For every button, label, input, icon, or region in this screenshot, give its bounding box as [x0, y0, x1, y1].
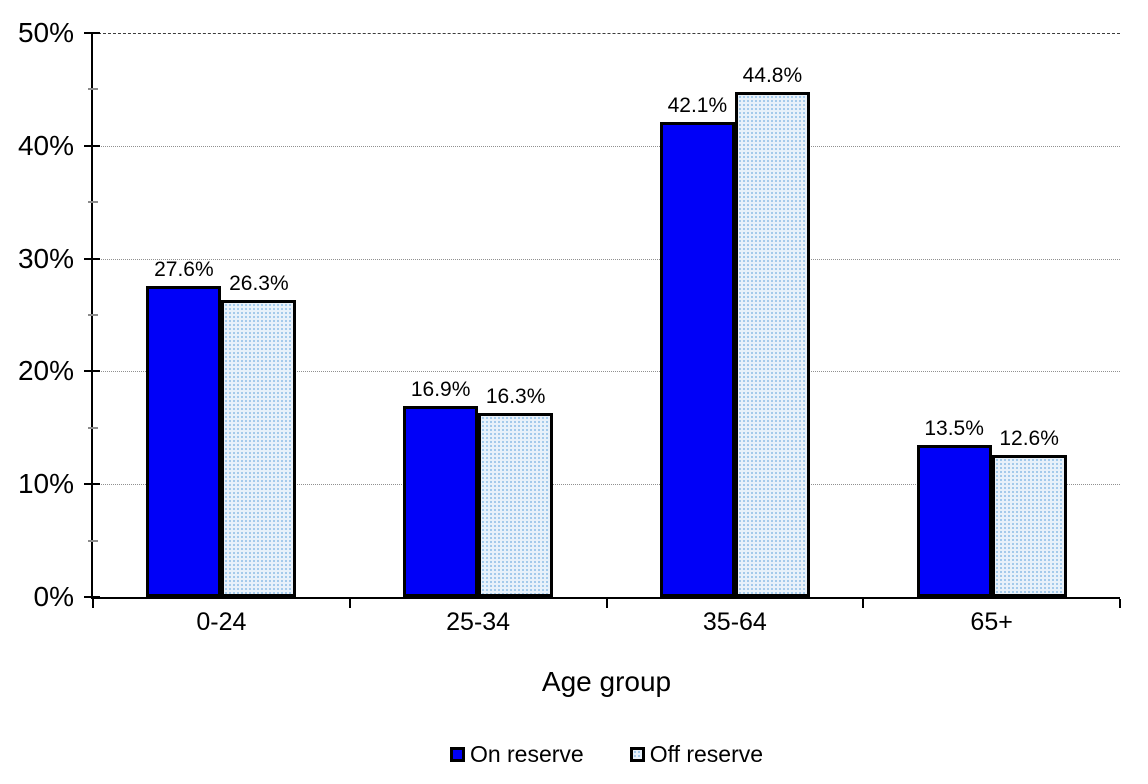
legend-label: Off reserve	[649, 741, 764, 767]
x-axis-tick	[348, 599, 351, 608]
x-axis-tick	[605, 599, 608, 608]
x-axis-tick	[92, 599, 94, 608]
bar-value-label: 27.6%	[154, 257, 214, 281]
y-axis-minor-tick	[88, 88, 98, 91]
y-tick-label: 10%	[17, 468, 74, 500]
legend: On reserve Off reserve	[93, 741, 1120, 768]
legend-label: On reserve	[469, 741, 584, 767]
legend-swatch	[629, 747, 645, 762]
y-axis-labels: 0% 10% 20% 30% 40% 50%	[0, 0, 78, 784]
plot-area: 27.6% 26.3% 16.9% 16.3% 42.1% 44.8% 13.5% 12.6%	[84, 32, 1121, 608]
y-axis-major-tick	[84, 32, 100, 34]
y-tick-label: 40%	[17, 129, 74, 161]
x-category-label: 35-64	[702, 608, 767, 636]
gridline	[93, 33, 1120, 34]
gridline	[93, 484, 1120, 486]
x-axis-title: Age group	[541, 666, 672, 697]
y-axis-major-tick	[84, 370, 100, 373]
bar-off-reserve	[991, 454, 1067, 597]
x-axis-labels: 0-24 25-34 35-64 65+	[93, 608, 1120, 642]
bar-value-label: 44.8%	[742, 63, 803, 87]
y-tick-label: 30%	[17, 242, 74, 274]
bar-on-reserve	[146, 285, 222, 597]
y-axis-major-tick	[84, 483, 100, 486]
x-axis-tick	[862, 599, 865, 608]
bar-off-reserve	[478, 413, 554, 597]
y-tick-label: 0%	[33, 581, 74, 612]
bar-value-label: 26.3%	[229, 272, 289, 296]
y-axis-major-tick	[84, 144, 100, 147]
bar-off-reserve	[734, 91, 810, 597]
bar-on-reserve	[916, 444, 992, 597]
legend-item: Off reserve	[629, 741, 764, 768]
y-axis-major-tick	[84, 596, 100, 598]
legend-item: On reserve	[449, 741, 584, 768]
legend-swatch	[449, 747, 465, 762]
y-tick-label: 50%	[17, 17, 74, 48]
y-axis-major-tick	[84, 257, 100, 260]
bar-value-label: 42.1%	[667, 94, 728, 118]
x-category-label: 25-34	[446, 608, 511, 636]
bar-value-label: 16.9%	[410, 378, 471, 402]
y-axis-minor-tick	[88, 539, 98, 542]
x-category-label: 65+	[970, 608, 1013, 636]
y-axis-minor-tick	[88, 314, 98, 316]
bar-on-reserve	[659, 122, 735, 597]
bar-on-reserve	[403, 406, 479, 597]
bar-value-label: 13.5%	[924, 416, 984, 440]
bar-value-label: 16.3%	[485, 385, 546, 409]
y-axis-minor-tick	[88, 426, 98, 429]
gridline	[93, 145, 1120, 147]
x-axis-tick	[1119, 599, 1121, 608]
gridline	[93, 371, 1120, 373]
y-tick-label: 20%	[17, 355, 74, 387]
gridline	[93, 258, 1120, 260]
bar-value-label: 12.6%	[999, 426, 1059, 450]
y-axis-minor-tick	[88, 201, 98, 204]
bar-off-reserve	[221, 300, 297, 597]
x-category-label: 0-24	[196, 608, 247, 636]
